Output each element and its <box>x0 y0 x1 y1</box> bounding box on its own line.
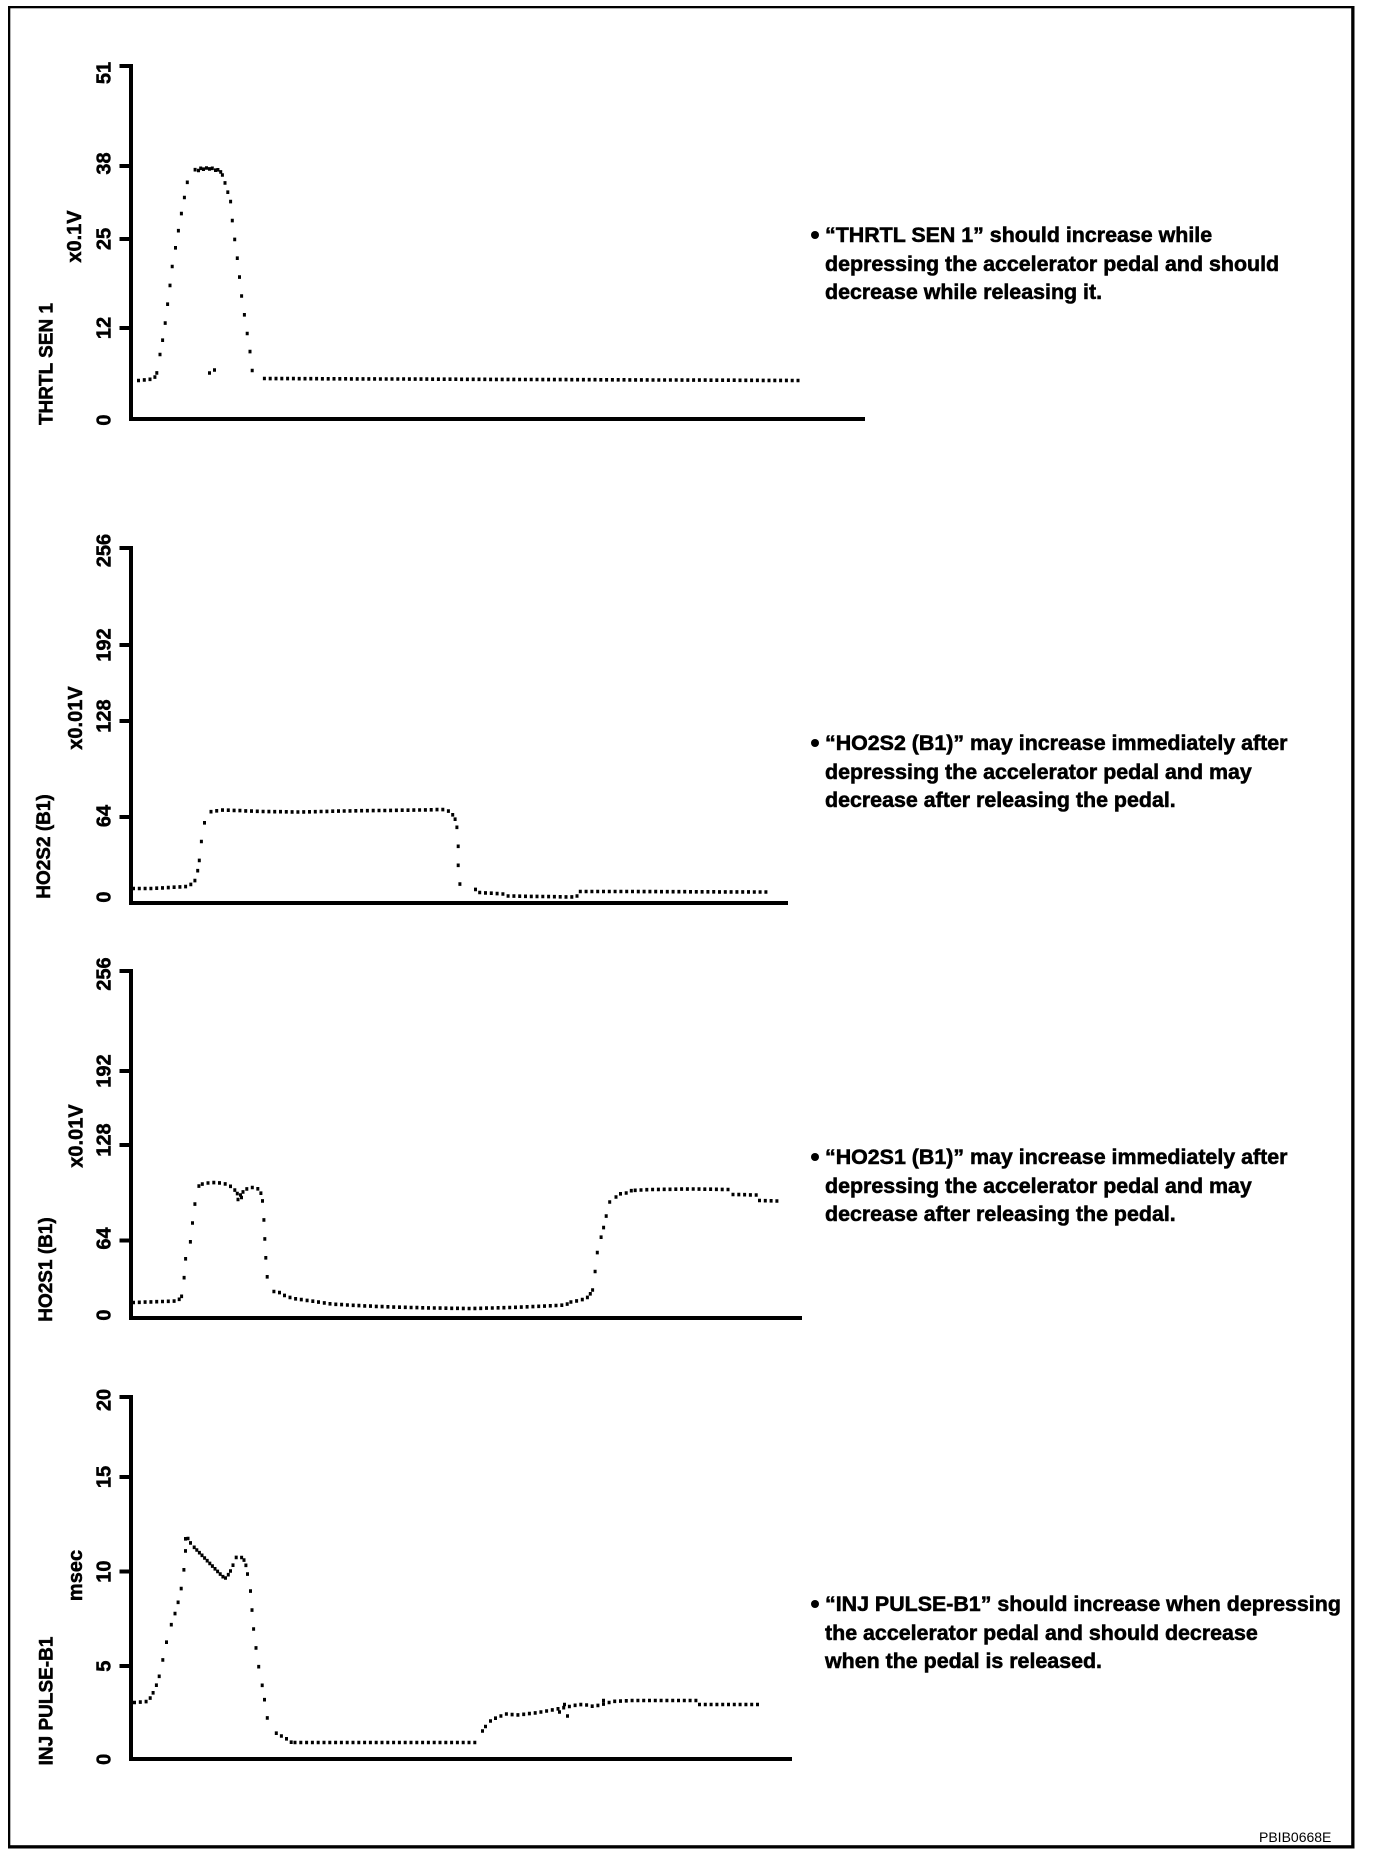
svg-text:25: 25 <box>94 228 116 250</box>
svg-text:x0.1V: x0.1V <box>64 210 86 263</box>
svg-text:msec: msec <box>65 1550 87 1601</box>
svg-text:THRTL SEN 1: THRTL SEN 1 <box>37 303 58 426</box>
svg-text:x0.01V: x0.01V <box>65 686 87 750</box>
svg-text:HO2S2 (B1): HO2S2 (B1) <box>34 794 55 899</box>
svg-text:12: 12 <box>94 317 116 339</box>
svg-text:5: 5 <box>94 1661 116 1672</box>
svg-text:x0.01V: x0.01V <box>66 1104 88 1168</box>
svg-text:192: 192 <box>94 628 116 661</box>
svg-text:256: 256 <box>94 534 116 567</box>
svg-text:128: 128 <box>94 699 116 732</box>
svg-text:15: 15 <box>94 1466 116 1488</box>
svg-text:0: 0 <box>94 1309 116 1320</box>
svg-text:128: 128 <box>94 1123 116 1156</box>
svg-text:10: 10 <box>94 1560 116 1582</box>
svg-text:0: 0 <box>94 1754 116 1765</box>
svg-text:INJ PULSE-B1: INJ PULSE-B1 <box>37 1636 58 1765</box>
svg-text:51: 51 <box>94 62 116 84</box>
svg-text:0: 0 <box>94 414 116 425</box>
svg-text:0: 0 <box>94 891 116 902</box>
svg-text:64: 64 <box>94 1227 116 1250</box>
svg-text:HO2S1 (B1): HO2S1 (B1) <box>36 1217 57 1322</box>
svg-text:20: 20 <box>94 1389 116 1411</box>
svg-text:192: 192 <box>94 1054 116 1087</box>
svg-text:64: 64 <box>94 804 116 827</box>
svg-text:38: 38 <box>94 152 116 174</box>
svg-text:256: 256 <box>94 957 116 990</box>
